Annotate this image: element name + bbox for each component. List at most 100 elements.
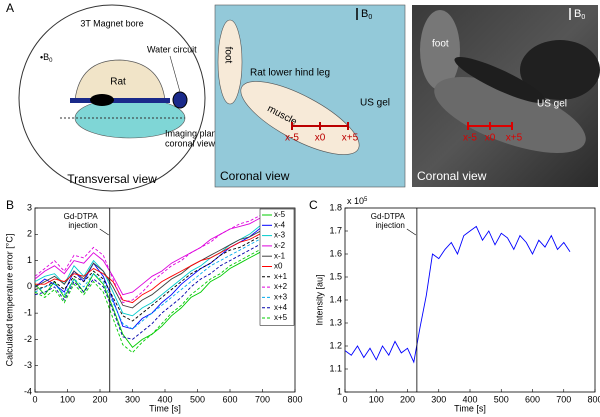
x-tick-label: 800 bbox=[587, 394, 600, 404]
tissue bbox=[520, 40, 600, 100]
series-line bbox=[34, 244, 270, 354]
label: 3T Magnet bore bbox=[80, 18, 143, 28]
legend-label: x+2 bbox=[274, 282, 288, 291]
x-tick-label: 500 bbox=[190, 394, 205, 404]
tissue bbox=[454, 57, 546, 103]
annotation-arrow bbox=[406, 228, 417, 236]
x-tick-label: 100 bbox=[60, 394, 75, 404]
y-tick-label: 1.5 bbox=[329, 271, 342, 281]
label: Water circuit bbox=[147, 44, 197, 54]
annotation-arrow bbox=[99, 228, 109, 236]
annotation: injection bbox=[68, 221, 97, 230]
x-tick-label: 0 bbox=[342, 394, 347, 404]
x-axis-label: Time [s] bbox=[149, 403, 181, 413]
transversal-diagram: 3T Magnet bore •B0 Rat Water circuit Ima… bbox=[18, 4, 222, 192]
series-line bbox=[34, 247, 270, 348]
y-tick-label: 1.6 bbox=[329, 248, 342, 258]
y-tick-label: 1.4 bbox=[329, 294, 342, 304]
y-tick-label: 1.3 bbox=[329, 317, 342, 327]
y-tick-label: 1 bbox=[27, 255, 32, 265]
legend-label: x0 bbox=[274, 262, 283, 271]
foot bbox=[217, 19, 243, 105]
water-circuit bbox=[172, 91, 188, 109]
multiplier-base: x 10 bbox=[347, 196, 364, 206]
y-tick-label: -2 bbox=[24, 334, 32, 344]
b0-sub: 0 bbox=[581, 14, 585, 21]
legend-label: x-2 bbox=[274, 241, 286, 250]
legend-label: x-5 bbox=[274, 210, 286, 219]
y-multiplier: x 105 bbox=[347, 196, 368, 206]
y-tick-label: 2 bbox=[27, 229, 32, 239]
y-axis-label: Intensity [au] bbox=[314, 274, 324, 325]
multiplier-exp: 5 bbox=[364, 197, 368, 203]
y-tick-label: 1.1 bbox=[329, 363, 342, 373]
series-line bbox=[34, 233, 270, 322]
legend-label: x+1 bbox=[274, 272, 288, 281]
label: x0 bbox=[485, 133, 496, 144]
series-line bbox=[34, 228, 270, 309]
label: •B0 bbox=[40, 52, 53, 63]
legend-label: x-3 bbox=[274, 231, 286, 240]
y-tick-label: -1 bbox=[24, 308, 32, 318]
legend-label: x+5 bbox=[274, 313, 288, 322]
caption: Coronal view bbox=[417, 169, 487, 183]
y-tick-label: 3 bbox=[27, 202, 32, 212]
x-tick-label: 600 bbox=[525, 394, 540, 404]
label: foot bbox=[432, 39, 449, 50]
label: B0 bbox=[574, 8, 585, 21]
b0: B bbox=[361, 8, 368, 20]
y-tick-label: 0 bbox=[27, 281, 32, 291]
label: Imaging plane bbox=[165, 128, 222, 138]
x-tick-label: 200 bbox=[92, 394, 107, 404]
x-tick-label: 0 bbox=[32, 394, 37, 404]
x-tick-label: 200 bbox=[400, 394, 415, 404]
b0: B bbox=[574, 8, 581, 20]
label: US gel bbox=[360, 98, 390, 109]
label: x+5 bbox=[506, 133, 523, 144]
annotation: Gd-DTPA bbox=[371, 212, 406, 221]
y-tick-label: 1.8 bbox=[329, 202, 342, 212]
b0-sub: 0 bbox=[49, 58, 53, 64]
x-tick-label: 300 bbox=[431, 394, 446, 404]
series-line bbox=[34, 233, 270, 330]
y-tick-label: 1.2 bbox=[329, 340, 342, 350]
label: x-5 bbox=[285, 133, 299, 144]
y-tick-label: 1 bbox=[337, 386, 342, 396]
b0-sub: 0 bbox=[368, 14, 372, 21]
muscle bbox=[240, 81, 360, 155]
label: x+5 bbox=[342, 133, 359, 144]
legend-label: x+3 bbox=[274, 293, 288, 302]
legend-label: x-1 bbox=[274, 251, 286, 260]
bed bbox=[70, 98, 170, 103]
tissue bbox=[434, 77, 586, 153]
tissue bbox=[420, 10, 460, 90]
y-tick-label: 1.7 bbox=[329, 225, 342, 235]
mri-image: foot US gel x-5 x0 x+5 B0 Coronal view bbox=[412, 5, 600, 187]
rat bbox=[74, 59, 166, 101]
y-tick-label: -4 bbox=[24, 386, 32, 396]
label: x0 bbox=[315, 133, 326, 144]
y-tick-label: -3 bbox=[24, 360, 32, 370]
series-line bbox=[34, 220, 270, 317]
legend-label: x-4 bbox=[274, 220, 286, 229]
label: x-5 bbox=[463, 133, 477, 144]
coronal-diagram: foot Rat lower hind leg muscle US gel x-… bbox=[214, 4, 406, 188]
plot-frame bbox=[344, 207, 596, 393]
series-line bbox=[34, 239, 270, 340]
legend-box bbox=[259, 208, 295, 326]
panel-label: A bbox=[6, 1, 14, 15]
annotation: injection bbox=[376, 221, 405, 230]
panel-label: C bbox=[309, 198, 318, 212]
label: Rat lower hind leg bbox=[250, 68, 330, 79]
panel-label: B bbox=[6, 198, 14, 212]
b0: B bbox=[43, 52, 49, 62]
caption: Transversal view bbox=[67, 172, 157, 186]
annotation: Gd-DTPA bbox=[64, 212, 99, 221]
x-tick-label: 700 bbox=[255, 394, 270, 404]
y-axis-label: Calculated temperature error [°C] bbox=[4, 234, 14, 367]
x-axis-label: Time [s] bbox=[454, 403, 486, 413]
x-tick-label: 400 bbox=[462, 394, 477, 404]
legend-label: x+4 bbox=[274, 303, 288, 312]
x-tick-label: 600 bbox=[222, 394, 237, 404]
